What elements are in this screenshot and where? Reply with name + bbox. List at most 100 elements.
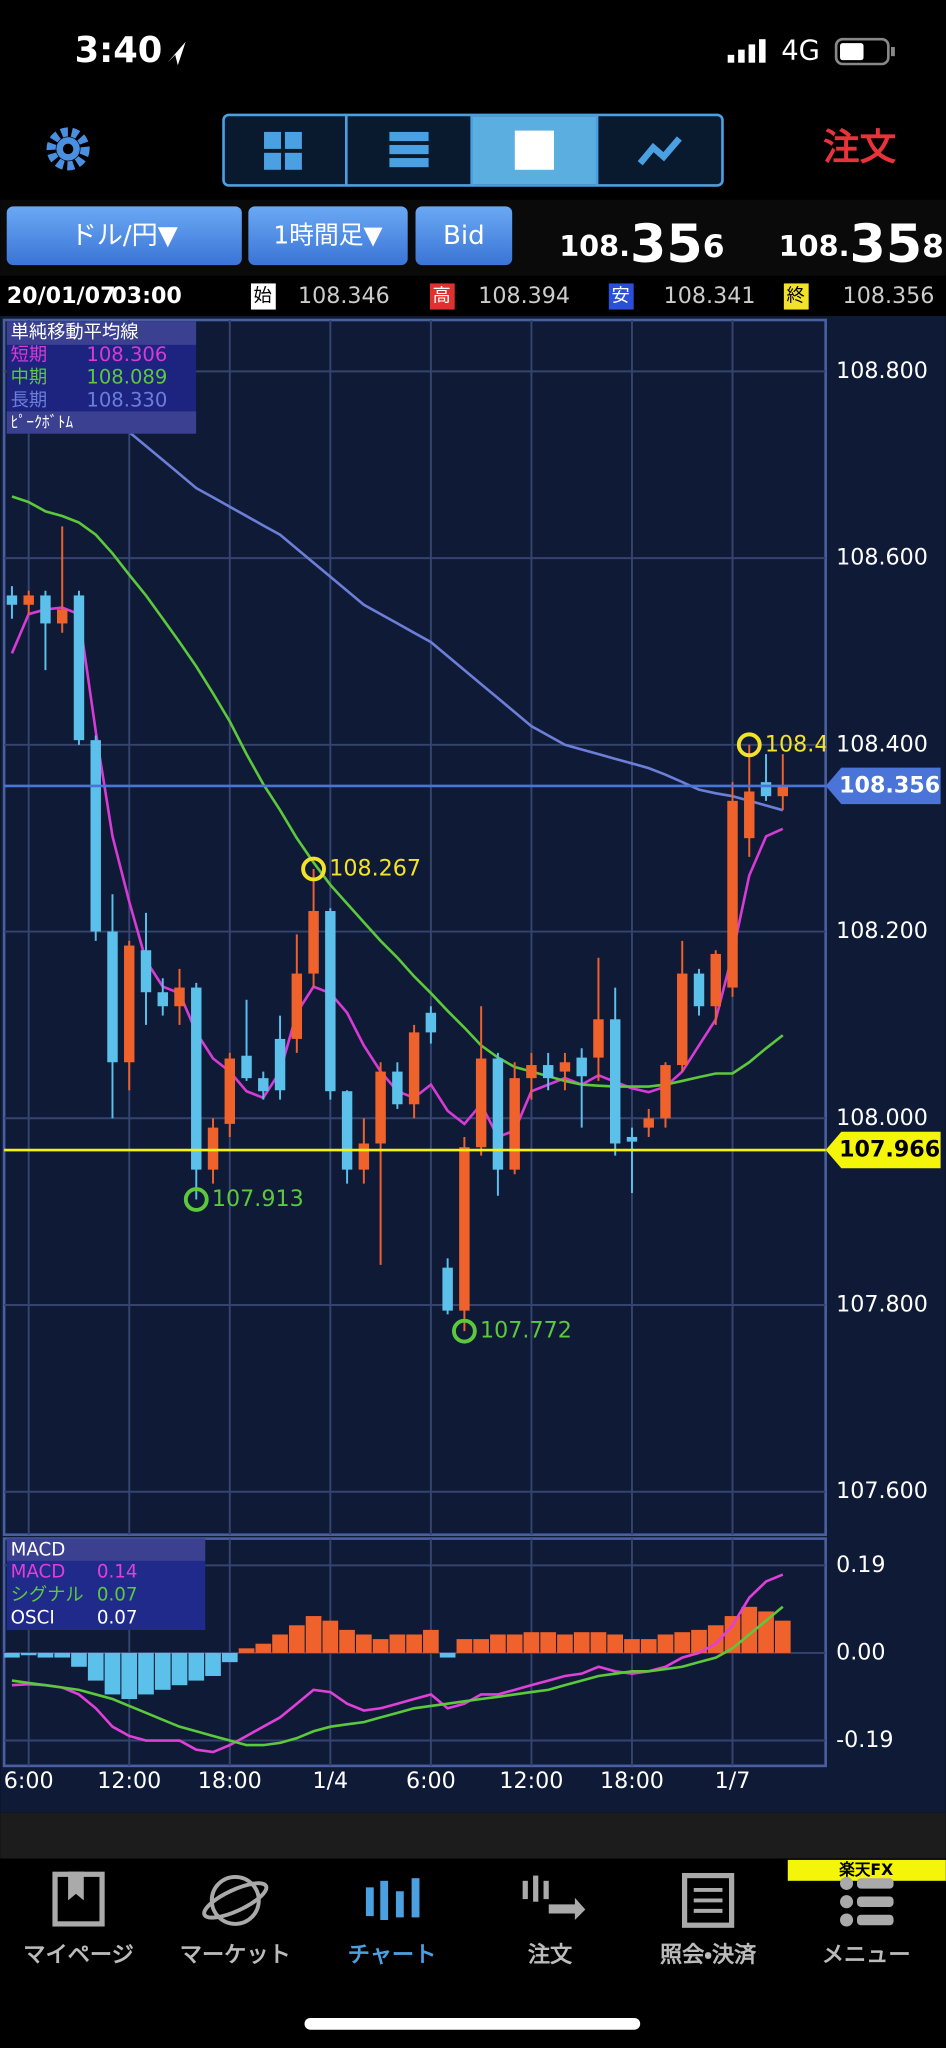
osci-bar xyxy=(506,1634,523,1653)
osci-bar xyxy=(37,1652,54,1658)
candle-body xyxy=(140,950,152,993)
overlays: 108.800 108.600 108.400 108.200 108.000 107.8… xyxy=(4,321,941,1794)
peak-marker xyxy=(451,1318,477,1344)
y-tick-label: 108.200 xyxy=(836,918,928,944)
osci-bar xyxy=(439,1652,456,1658)
y-tick-label: 107.800 xyxy=(836,1292,928,1318)
layout-rows-button[interactable] xyxy=(389,131,429,168)
candle-body xyxy=(710,953,721,1007)
info-high: 108.394 xyxy=(478,283,570,309)
layout-trend-button[interactable] xyxy=(637,136,682,166)
legend-name: 短期 xyxy=(11,344,48,365)
osci-bar xyxy=(339,1629,355,1653)
candle-body xyxy=(241,1055,252,1079)
candle-body xyxy=(258,1078,269,1092)
signal-icon xyxy=(727,39,766,63)
osci-bar xyxy=(657,1634,674,1653)
osci-bar xyxy=(406,1634,422,1653)
overlay-label-bg xyxy=(6,411,197,434)
osci-bar xyxy=(255,1643,272,1653)
tab-label[interactable]: メニュー xyxy=(822,1942,911,1968)
price-grid xyxy=(4,320,826,1535)
osci-bar xyxy=(138,1652,154,1695)
osci-bar xyxy=(205,1652,221,1676)
candle-body xyxy=(643,1118,654,1128)
candle-body xyxy=(191,987,202,1170)
tab-label[interactable]: マイページ xyxy=(23,1942,134,1968)
y-tick-label: 0.19 xyxy=(836,1552,885,1578)
order-button[interactable]: 注文 xyxy=(823,125,897,168)
osci-bar xyxy=(691,1629,707,1653)
pair-label: ドル/円▼ xyxy=(71,221,178,251)
osci-bar xyxy=(389,1634,406,1653)
candle-body xyxy=(274,1038,286,1091)
osci-bar xyxy=(590,1632,607,1653)
osci-bar xyxy=(490,1634,506,1653)
candle-body xyxy=(107,931,118,1063)
osci-bar xyxy=(288,1625,305,1653)
x-tick-label: 18:00 xyxy=(198,1768,262,1794)
candle-body xyxy=(358,1143,370,1170)
tab-icons xyxy=(52,1871,894,1928)
osci-bar xyxy=(4,1652,20,1658)
candle-body xyxy=(90,740,101,932)
price-tag-label: 108.356 xyxy=(839,772,940,798)
peak-label: 107.772 xyxy=(480,1318,572,1344)
high-badge-label: 高 xyxy=(433,285,451,306)
osci-bar xyxy=(372,1639,389,1653)
y-tick-label: 108.000 xyxy=(836,1105,928,1131)
price-tag xyxy=(825,767,941,805)
osci-bar xyxy=(758,1611,774,1653)
candle-body xyxy=(224,1058,236,1124)
candle-body xyxy=(660,1065,671,1119)
low-badge-label: 安 xyxy=(611,285,629,306)
tab-labels: マイページ マーケット チャート 注文 照会・決済 メニュー xyxy=(23,1941,910,1968)
tab-label[interactable]: 注文 xyxy=(528,1941,573,1968)
peak-label: 107.913 xyxy=(212,1186,304,1212)
tab-label[interactable]: チャート xyxy=(348,1942,437,1968)
candle-body xyxy=(124,945,135,1063)
candle-body xyxy=(760,782,772,797)
brand-badge xyxy=(787,1859,946,1881)
osci-bar xyxy=(741,1606,758,1653)
price-tag xyxy=(825,1131,941,1169)
tab-label[interactable]: マーケット xyxy=(180,1942,291,1968)
x-tick-label: 6:00 xyxy=(4,1768,54,1794)
candle-body xyxy=(526,1065,537,1079)
legend-name: シグナル xyxy=(11,1584,84,1605)
info-open: 108.346 xyxy=(298,283,390,309)
candle-body xyxy=(23,595,34,605)
open-badge xyxy=(250,283,276,310)
candle-body xyxy=(744,791,755,839)
settings-button[interactable] xyxy=(46,127,90,171)
open-badge-label: 始 xyxy=(254,285,272,306)
legend-name: MACD xyxy=(11,1562,66,1583)
candle-body xyxy=(492,1058,504,1170)
candle-body xyxy=(626,1136,638,1142)
candle-body xyxy=(677,973,688,1066)
timeframe-label: 1時間足▼ xyxy=(273,220,382,249)
side-toggle[interactable] xyxy=(415,206,513,266)
y-tick-label: 108.400 xyxy=(836,731,928,757)
osci-bar xyxy=(540,1632,557,1653)
osci-bar xyxy=(456,1639,473,1653)
high-badge xyxy=(429,283,455,310)
y-tick-label: 108.600 xyxy=(836,545,928,571)
home-indicator xyxy=(304,2017,641,2030)
osci-bar xyxy=(188,1652,205,1681)
candle-body xyxy=(727,800,738,988)
layout-single-button[interactable] xyxy=(514,130,554,170)
layout-quad-button[interactable] xyxy=(264,131,302,170)
candle-body xyxy=(308,911,319,974)
legend-value: 108.089 xyxy=(86,366,167,389)
osci-bar xyxy=(573,1632,590,1653)
spacer-bar xyxy=(0,1812,946,1859)
pair-dropdown[interactable] xyxy=(6,206,242,266)
osci-bar xyxy=(87,1652,104,1681)
macd-line xyxy=(11,1605,784,1747)
timeframe-dropdown[interactable] xyxy=(248,206,408,266)
legend-title: 単純移動平均線 xyxy=(11,322,139,343)
tab-label[interactable]: 照会・決済 xyxy=(660,1942,757,1968)
